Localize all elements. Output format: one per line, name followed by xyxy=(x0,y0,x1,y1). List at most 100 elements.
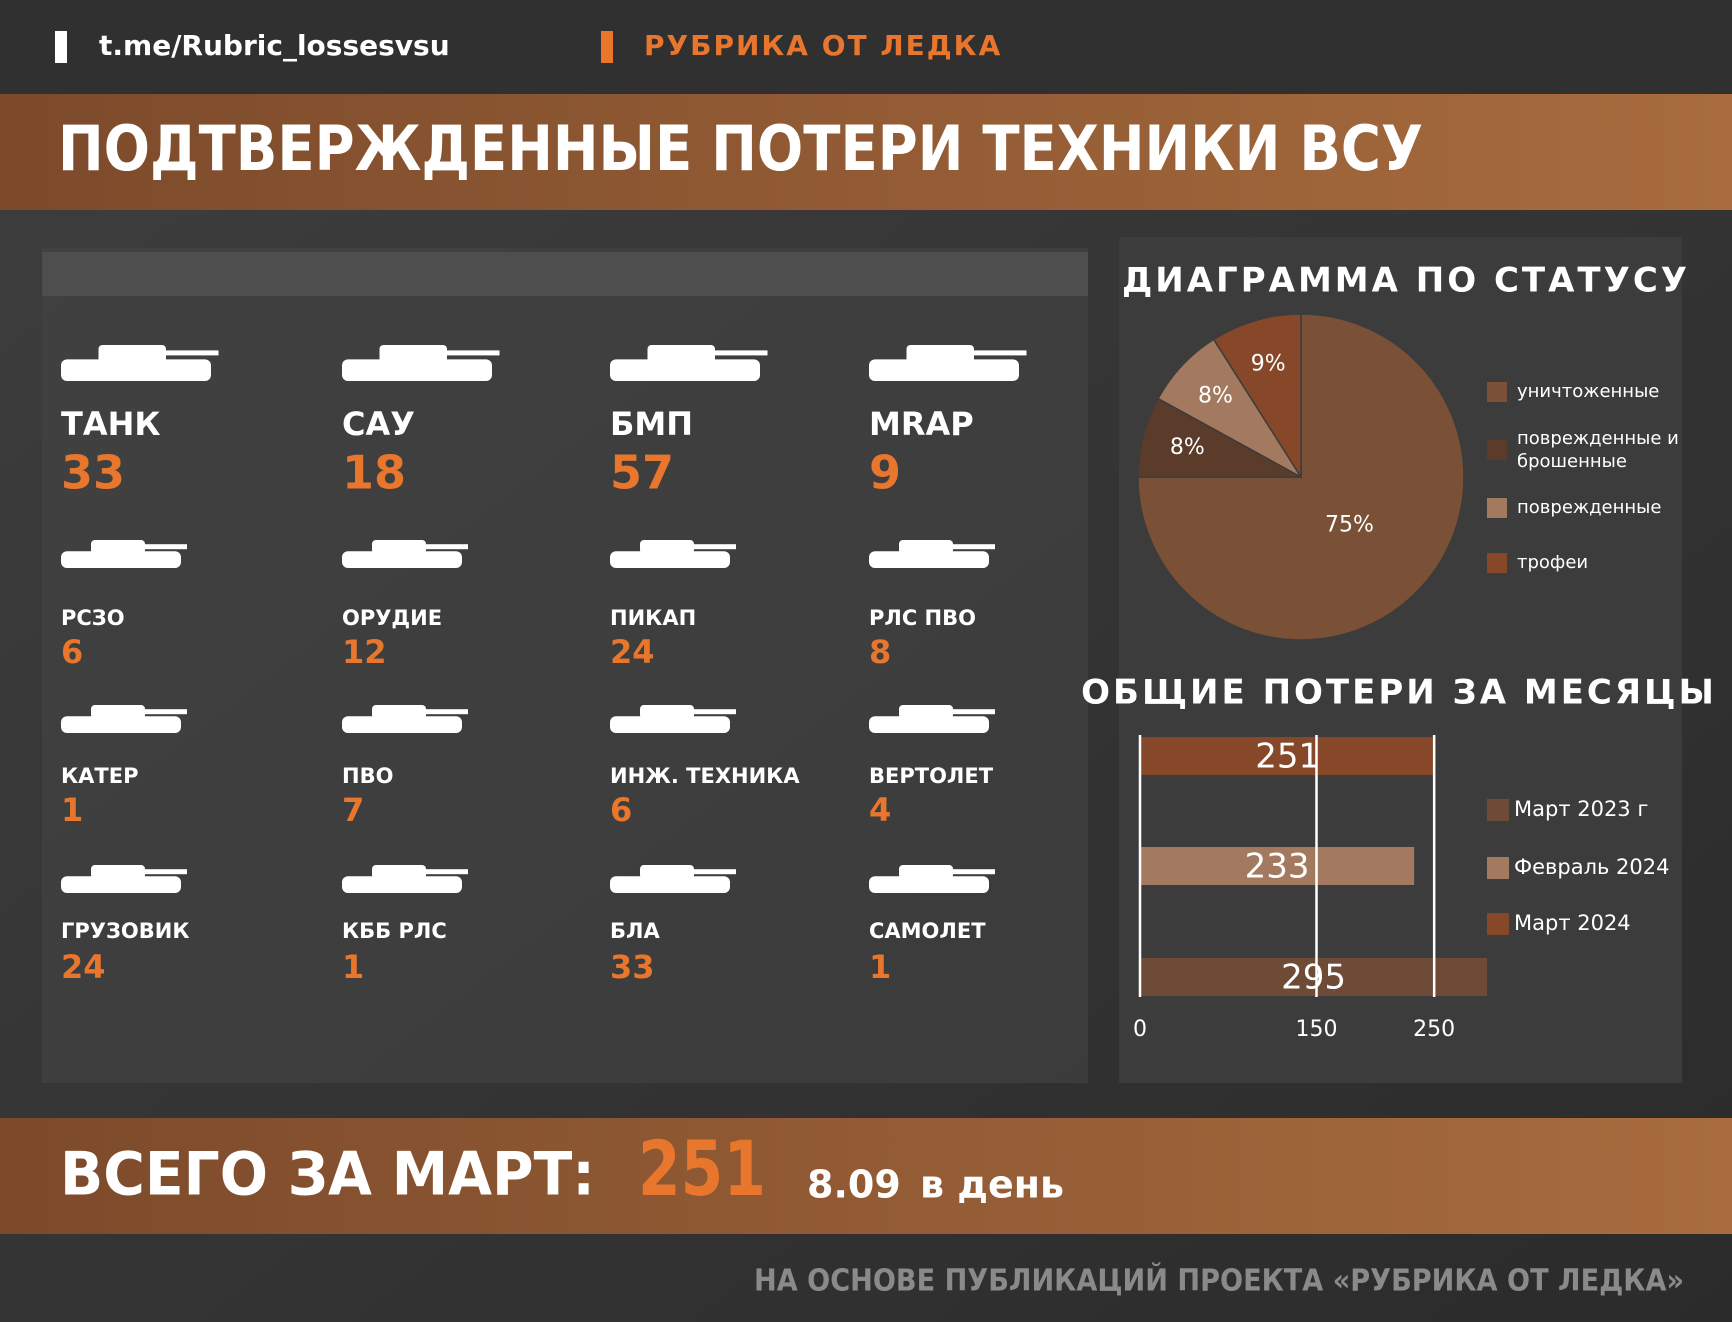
item: ОРУДИЕ 12 xyxy=(342,540,468,671)
item: БЛА 33 xyxy=(610,865,736,986)
icon-body xyxy=(869,359,1019,381)
item-value: 1 xyxy=(342,948,364,986)
icon-body xyxy=(61,876,181,893)
item-icon xyxy=(342,865,468,893)
legend-swatch xyxy=(1487,382,1507,402)
icon-top xyxy=(91,705,145,719)
item-icon xyxy=(869,345,1027,381)
icon-arm xyxy=(414,869,468,875)
icon-arm xyxy=(941,709,995,715)
footer-per-day: 8.09 xyxy=(807,1163,901,1207)
items-panel-strip xyxy=(42,252,1088,296)
icon-body xyxy=(869,876,989,893)
item-label: ОРУДИЕ xyxy=(342,606,442,630)
bar-value-label: 251 xyxy=(1255,737,1320,777)
brand-marker xyxy=(601,31,613,63)
item-label: КББ РЛС xyxy=(342,919,447,943)
main-title: ПОДТВЕРЖДЕННЫЕ ПОТЕРИ ТЕХНИКИ ВСУ xyxy=(58,112,1423,185)
pie-value-label: 75% xyxy=(1325,512,1374,537)
icon-arm xyxy=(941,544,995,550)
pie-slice xyxy=(1212,313,1302,480)
item-icon xyxy=(869,705,995,733)
icon-body xyxy=(610,876,730,893)
charts: ДИАГРАММА ПО СТАТУСУ 75% 8% 8% 9% уничтоженны… xyxy=(1081,261,1717,1043)
pie-title: ДИАГРАММА ПО СТАТУСУ xyxy=(1122,261,1690,301)
item: КАТЕР 1 xyxy=(61,705,187,829)
item-label: ПИКАП xyxy=(610,606,696,630)
item: ПВО 7 xyxy=(342,705,468,829)
item-icon xyxy=(610,540,736,568)
item: РСЗО 6 xyxy=(61,540,187,671)
item-label: САМОЛЕТ xyxy=(869,919,986,943)
bar xyxy=(1140,958,1488,996)
item-icon xyxy=(869,540,995,568)
item: КББ РЛС 1 xyxy=(342,865,468,986)
item-value: 7 xyxy=(342,791,364,829)
legend-label: Март 2024 xyxy=(1514,911,1631,935)
icon-body xyxy=(342,876,462,893)
item-icon xyxy=(61,705,187,733)
item-label: MRAP xyxy=(869,405,974,443)
item-icon xyxy=(610,705,736,733)
icon-body xyxy=(61,551,181,568)
legend-label: поврежденные и xyxy=(1517,428,1679,449)
item-label: БЛА xyxy=(610,919,660,943)
bar xyxy=(1140,847,1415,885)
legend-swatch xyxy=(1487,913,1509,935)
footer-per-day-unit: в день xyxy=(920,1163,1064,1207)
item-value: 6 xyxy=(61,633,83,671)
item-icon xyxy=(61,540,187,568)
item-icon xyxy=(610,865,736,893)
link-marker xyxy=(55,31,67,63)
items-panel xyxy=(42,248,1088,1083)
bar-title: ОБЩИЕ ПОТЕРИ ЗА МЕСЯЦЫ xyxy=(1081,673,1717,713)
legend-label: поврежденные xyxy=(1517,497,1661,518)
icon-body xyxy=(610,551,730,568)
icon-arm xyxy=(133,544,187,550)
icon-body xyxy=(869,716,989,733)
icon-top xyxy=(91,540,145,554)
item-value: 8 xyxy=(869,633,891,671)
icon-arm xyxy=(959,350,1027,356)
items-grid: ТАНК33САУ18БМП57MRAP9РСЗО6ОРУДИЕ12ПИКАП2… xyxy=(61,345,1027,986)
item-value: 18 xyxy=(342,446,406,500)
icon-body xyxy=(342,359,492,381)
legend-swatch xyxy=(1487,857,1509,879)
item-icon xyxy=(61,345,219,381)
icon-top xyxy=(899,865,953,879)
icon-arm xyxy=(414,709,468,715)
icon-arm xyxy=(133,709,187,715)
item-label: БМП xyxy=(610,405,693,443)
item-value: 1 xyxy=(61,791,83,829)
item: РЛС ПВО 8 xyxy=(869,540,995,671)
icon-body xyxy=(61,716,181,733)
x-tick-label: 0 xyxy=(1133,1017,1147,1042)
pie-slice xyxy=(1137,313,1465,641)
pie-value-label: 9% xyxy=(1251,351,1286,376)
item-value: 33 xyxy=(610,948,655,986)
footer-total: 251 xyxy=(638,1124,766,1213)
top-bar xyxy=(0,0,1732,94)
icon-arm xyxy=(700,350,768,356)
pie-value-label: 8% xyxy=(1198,384,1233,409)
item: ВЕРТОЛЕТ 4 xyxy=(869,705,995,829)
legend-swatch xyxy=(1487,799,1509,821)
legend-label-line: брошенные xyxy=(1517,451,1627,472)
bar-value-label: 233 xyxy=(1245,847,1310,887)
icon-top xyxy=(899,705,953,719)
header-brand: РУБРИКА ОТ ЛЕДКА xyxy=(644,29,1002,62)
item-label: РЛС ПВО xyxy=(869,606,976,630)
footer-label: ВСЕГО ЗА МАРТ: xyxy=(60,1140,595,1210)
item-label: ТАНК xyxy=(61,405,161,443)
item-icon xyxy=(342,540,468,568)
icon-top xyxy=(372,865,426,879)
item-value: 24 xyxy=(61,948,106,986)
item-icon xyxy=(869,865,995,893)
item-label: КАТЕР xyxy=(61,764,138,788)
icon-top xyxy=(640,705,694,719)
item-label: ВЕРТОЛЕТ xyxy=(869,764,994,788)
icon-top xyxy=(899,540,953,554)
footer-band xyxy=(0,1118,1732,1234)
